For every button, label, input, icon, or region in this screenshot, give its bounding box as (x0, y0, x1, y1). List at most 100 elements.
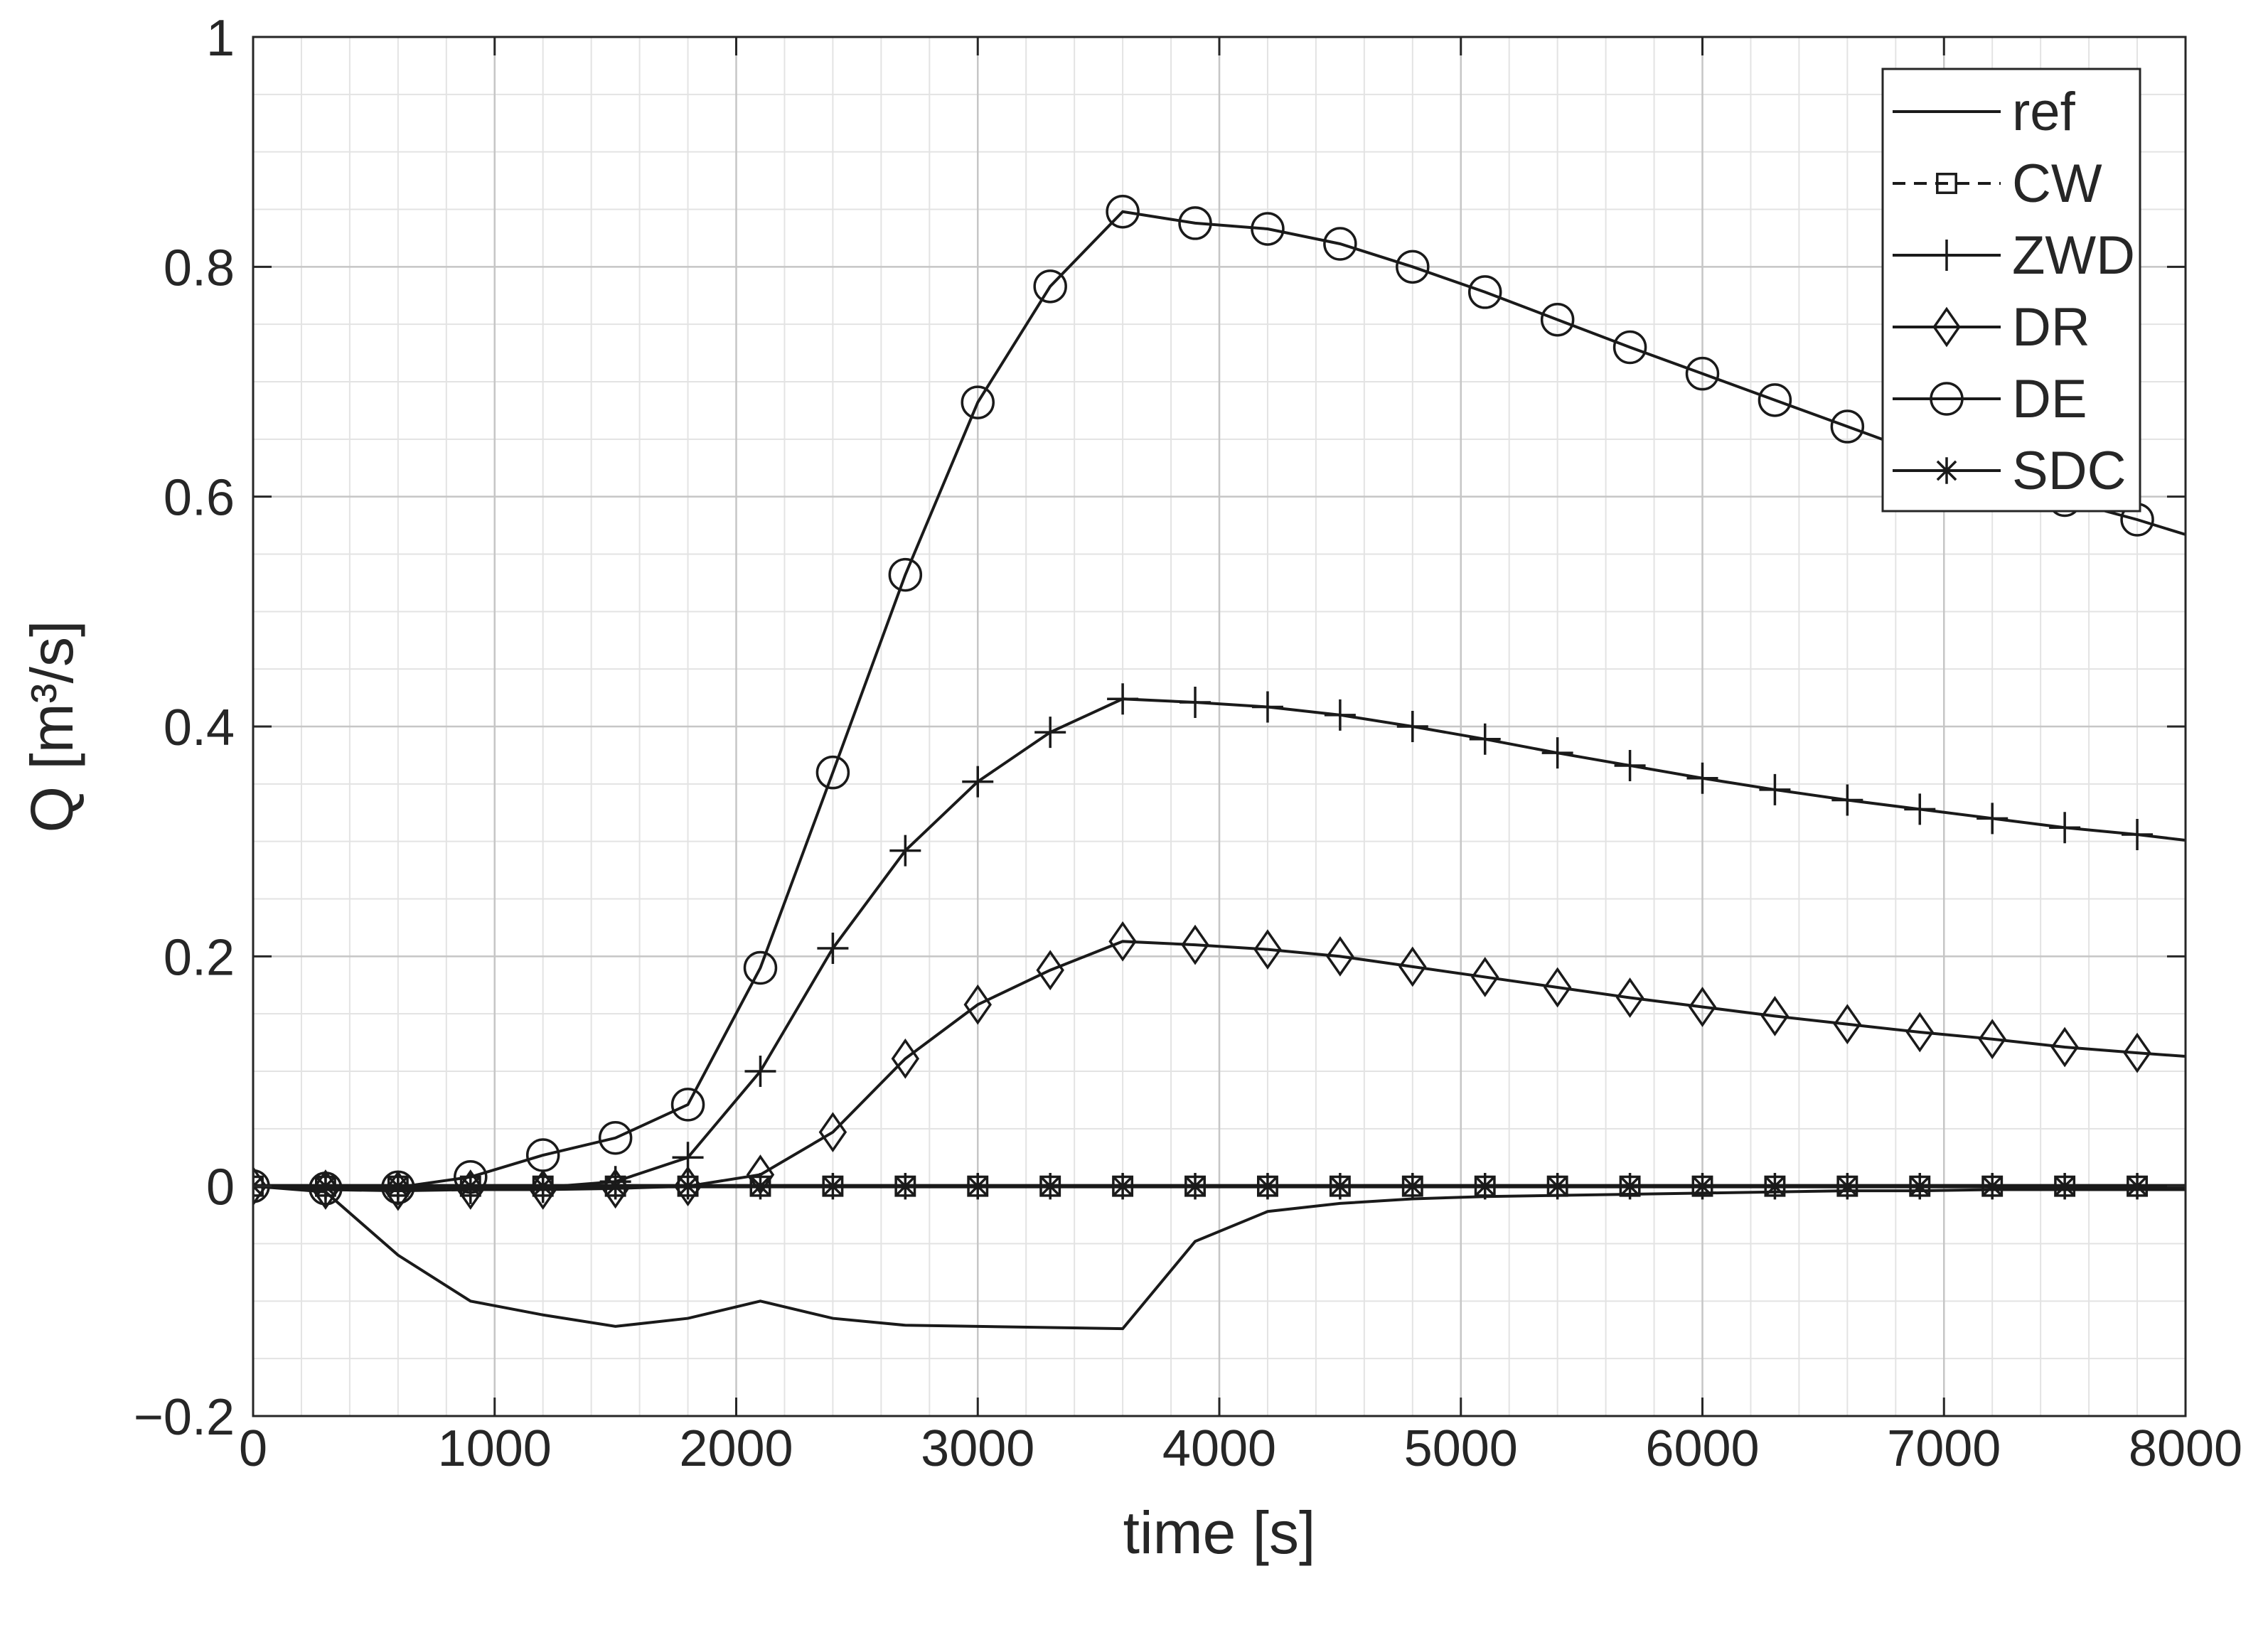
data-point (1253, 929, 1282, 970)
data-point (670, 1088, 705, 1122)
data-point (1109, 1172, 1136, 1200)
data-point (1615, 977, 1644, 1018)
data-point (1470, 957, 1499, 997)
data-point (312, 1172, 339, 1200)
legend-item-sdc: SDC (1893, 441, 2126, 501)
legend-item-dr: DR (1893, 297, 2090, 358)
data-point (673, 1166, 702, 1207)
data-point (2122, 818, 2154, 850)
data-point (2124, 1172, 2151, 1200)
legend-item-cw: CW (1893, 154, 2102, 214)
data-point (744, 1056, 776, 1087)
data-point (1396, 711, 1428, 742)
legend-item-ref: ref (1893, 82, 2076, 142)
data-point (311, 1169, 340, 1210)
data-point (2051, 1172, 2078, 1200)
x-tick-label: 6000 (1645, 1420, 1759, 1477)
data-point (964, 1172, 991, 1200)
data-point (1180, 687, 1211, 719)
data-point (1107, 683, 1139, 715)
data-point (1472, 1172, 1499, 1200)
data-point (1036, 950, 1064, 991)
data-point (1761, 1172, 1789, 1200)
data-point (385, 1172, 412, 1200)
x-tick-label: 5000 (1404, 1420, 1518, 1477)
x-tick-label: 0 (239, 1420, 267, 1477)
data-point (1037, 1172, 1064, 1200)
data-point (1931, 240, 1962, 271)
data-point (1034, 717, 1066, 749)
data-point (1936, 173, 1957, 194)
data-point (1254, 1172, 1281, 1200)
data-point (1932, 306, 1961, 348)
series-ref (253, 1184, 2186, 1331)
data-point (1467, 275, 1502, 309)
data-point (1327, 1172, 1354, 1200)
x-tick-label: 4000 (1162, 1420, 1276, 1477)
legend-box (1881, 68, 2141, 513)
data-point (963, 984, 992, 1025)
data-point (1182, 1172, 1209, 1200)
data-point (889, 835, 921, 867)
data-point (598, 1121, 633, 1155)
data-point (1396, 250, 1430, 284)
data-point (1612, 330, 1647, 365)
x-tick-label: 8000 (2129, 1420, 2242, 1477)
x-axis-label: time [s] (1123, 1499, 1316, 1566)
y-axis-label: Q [m³/s] (18, 621, 85, 833)
data-point (1760, 996, 1790, 1036)
legend-item-de: DE (1893, 369, 2087, 429)
data-point (1930, 382, 1964, 416)
data-point (1977, 803, 2008, 835)
x-tick-label: 1000 (438, 1420, 552, 1477)
data-point (1399, 1172, 1426, 1200)
data-point (1543, 967, 1572, 1008)
y-axis-ticks: −0.2 0 0.2 0.4 0.6 0.8 1 (134, 10, 2186, 1446)
data-point (525, 1138, 560, 1172)
data-point (1978, 1019, 2006, 1060)
data-point (1469, 723, 1501, 755)
x-tick-label: 2000 (679, 1420, 793, 1477)
data-point (1833, 1004, 1862, 1045)
data-point (818, 1112, 847, 1153)
data-point (888, 557, 923, 592)
legend-label: ZWD (2012, 225, 2135, 286)
data-point (1904, 793, 1936, 825)
data-point (892, 1172, 919, 1200)
data-point (1326, 935, 1354, 977)
y-tick-label: −0.2 (134, 1389, 235, 1446)
x-axis-ticks: 0 1000 2000 3000 4000 5000 6000 7000 8000 (239, 37, 2242, 1477)
data-point (1033, 269, 1067, 304)
data-point (1616, 1172, 1644, 1200)
legend: ref CW ZWD DR DE SDC (1881, 68, 2141, 513)
data-point (456, 1169, 485, 1210)
data-point (1251, 691, 1283, 723)
x-tick-label: 7000 (1887, 1420, 2001, 1477)
data-point (1831, 784, 1863, 816)
data-point (1685, 356, 1720, 391)
legend-label: SDC (2012, 441, 2126, 501)
data-point (1830, 409, 1865, 444)
data-point (1905, 1012, 1935, 1053)
data-point (1541, 737, 1573, 769)
data-point (1933, 457, 1960, 484)
series-layer (253, 194, 2186, 1331)
data-point (819, 1172, 847, 1200)
data-point (674, 1172, 702, 1200)
series-line (253, 1184, 2186, 1331)
y-tick-label: 0 (206, 1159, 235, 1216)
legend-label: CW (2012, 154, 2102, 214)
data-point (457, 1172, 484, 1200)
y-tick-label: 0.6 (164, 470, 235, 527)
data-point (1106, 194, 1140, 229)
data-point (1398, 946, 1427, 987)
data-point (817, 933, 849, 965)
data-point (1323, 227, 1357, 261)
data-point (2049, 812, 2081, 844)
series-line (253, 940, 2186, 1193)
data-point (1178, 206, 1212, 240)
data-point (961, 385, 995, 419)
data-point (309, 1171, 343, 1206)
